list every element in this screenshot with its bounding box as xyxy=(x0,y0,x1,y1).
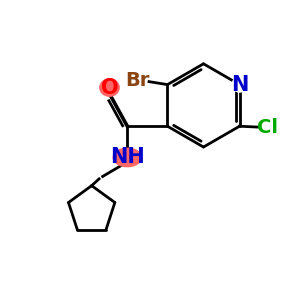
Text: Br: Br xyxy=(126,71,150,90)
Ellipse shape xyxy=(100,79,119,96)
Text: NH: NH xyxy=(110,147,145,167)
Ellipse shape xyxy=(232,77,247,92)
Text: N: N xyxy=(231,75,248,94)
Ellipse shape xyxy=(113,148,142,166)
Text: O: O xyxy=(101,78,118,98)
Text: Cl: Cl xyxy=(257,118,278,137)
